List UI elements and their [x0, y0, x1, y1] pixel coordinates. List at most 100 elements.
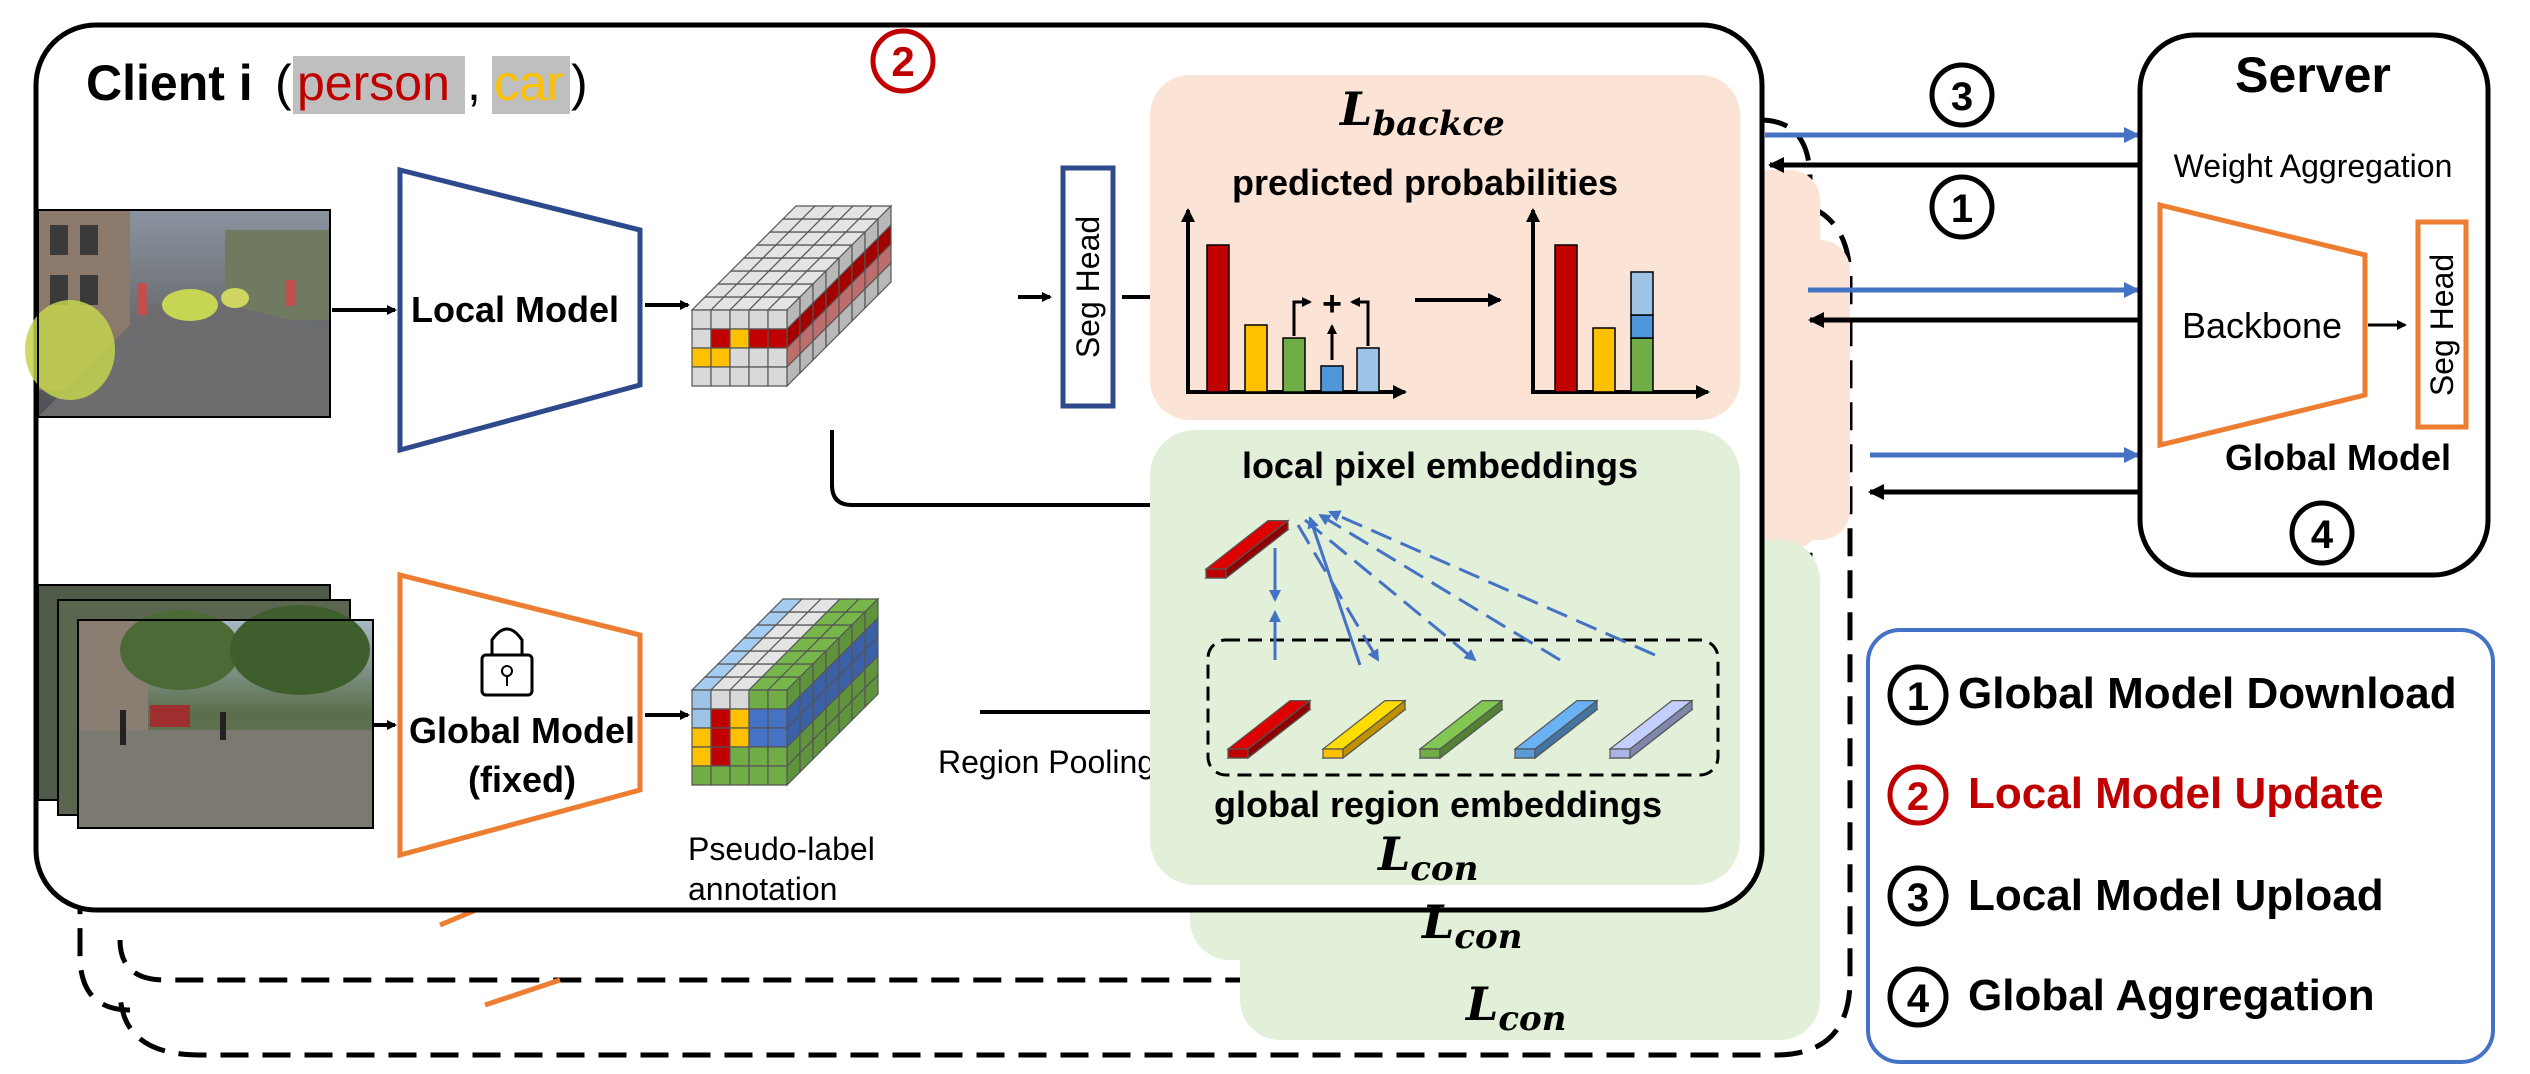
region-embedding-red — [1227, 748, 1249, 759]
cube-front-cell — [729, 708, 750, 729]
cube-front-cell — [748, 309, 769, 330]
cube-side-cell — [877, 261, 892, 297]
cube-front-cell — [691, 708, 712, 729]
region-embedding-red — [1247, 699, 1311, 760]
legend-text-3: Local Model Upload — [1968, 871, 2384, 920]
stack-loss-2: Lcon — [1464, 977, 1566, 1039]
legend-text-4: Global Aggregation — [1968, 971, 2375, 1020]
server-global-model-label: Global Model — [2225, 437, 2451, 478]
cube-front-cell — [748, 765, 769, 786]
cube-front-cell — [691, 347, 712, 368]
cube-front-cell — [767, 309, 788, 330]
server-backbone-label: Backbone — [2182, 305, 2342, 346]
embedding-arrows — [1269, 510, 1656, 666]
server-backbone-trapezoid — [2157, 201, 2368, 449]
contrast-loss: Lcon — [1376, 827, 1478, 889]
legend-text-2: Local Model Update — [1968, 769, 2384, 818]
region-embedding-green — [1419, 748, 1441, 759]
legend-item-2: 2 Local Model Update — [1887, 764, 2384, 826]
region-embedding-purple — [1629, 699, 1693, 760]
cube-front-cell — [729, 328, 750, 349]
step-4-badge — [2289, 500, 2355, 566]
bar-yellow — [1244, 324, 1268, 393]
cube-front-cell — [729, 727, 750, 748]
cube-front-cell — [710, 689, 731, 710]
svg-text:4: 4 — [1907, 977, 1930, 1021]
lock-icon — [480, 627, 534, 697]
cube-front-cell — [729, 689, 750, 710]
region-embedding-green — [1439, 699, 1503, 760]
cube-front-cell — [710, 727, 731, 748]
server-title: Server — [2235, 47, 2391, 103]
cube-front-cell — [691, 366, 712, 387]
local-pixel-label: local pixel embeddings — [1242, 445, 1638, 486]
pseudo-label-line2: annotation — [688, 871, 837, 907]
cube-front-cell — [729, 746, 750, 767]
cube-front-cell — [767, 708, 788, 729]
cube-front-cell — [710, 765, 731, 786]
step-3-badge-num: 3 — [1951, 75, 1973, 119]
stack-loss-1: Lcon — [1420, 895, 1522, 957]
seg-head-label: Seg Head — [1070, 216, 1106, 358]
client-comma: , — [467, 55, 481, 111]
global-region-label: global region embeddings — [1214, 784, 1662, 825]
svg-text:3: 3 — [1907, 876, 1929, 920]
bar-blue — [1320, 365, 1344, 393]
server-seg-head-box — [2415, 219, 2469, 430]
local-pixel-embedding — [1205, 568, 1227, 579]
cube-front-cell — [710, 366, 731, 387]
cube-front-cell — [748, 708, 769, 729]
cube-front-cell — [748, 328, 769, 349]
cube-front-cell — [710, 746, 731, 767]
bar-red — [1206, 244, 1230, 393]
svg-text:1: 1 — [1907, 675, 1929, 719]
cube-front-cell — [710, 347, 731, 368]
step-1-badge — [1929, 174, 1995, 240]
contrast-panel — [1150, 430, 1740, 885]
bar-lightblue — [1356, 347, 1380, 393]
cube-front-cell — [691, 746, 712, 767]
region-embedding-yellow — [1342, 699, 1406, 760]
cube-front-cell — [767, 366, 788, 387]
cube-front-cell — [748, 347, 769, 368]
legend-item-4: 4 Global Aggregation — [1887, 966, 2375, 1028]
backce-loss: Lbackce — [1338, 82, 1505, 144]
legend-text-1: Global Model Download — [1958, 669, 2457, 718]
region-pooling-label: Region Pooling — [938, 744, 1155, 780]
cube-front-cell — [767, 765, 788, 786]
region-embedding-purple — [1609, 748, 1631, 759]
comm-arrows — [1765, 127, 2140, 500]
step-1-badge-num: 1 — [1951, 187, 1973, 231]
pseudo-label-cube — [690, 597, 880, 787]
global-model-fixed-label-2: (fixed) — [468, 759, 576, 800]
region-embedding-blue — [1534, 699, 1598, 760]
cube-front-cell — [767, 328, 788, 349]
svg-text:2: 2 — [1907, 775, 1929, 819]
server-subtitle: Weight Aggregation — [2174, 148, 2453, 184]
street-image-top — [25, 209, 331, 418]
pseudo-label-line1: Pseudo-label — [688, 831, 875, 867]
seg-head-box — [1060, 165, 1116, 409]
prob-chart-before: + — [1181, 208, 1407, 399]
cube-front-cell — [691, 765, 712, 786]
cube-front-cell — [691, 309, 712, 330]
cube-front-cell — [729, 347, 750, 368]
cube-front-cell — [710, 309, 731, 330]
cube-front-cell — [691, 689, 712, 710]
local-pixel-embedding — [1225, 519, 1289, 580]
prob-chart-after — [1526, 208, 1710, 399]
cube-front-cell — [767, 347, 788, 368]
legend-item-3: 3 Local Model Upload — [1887, 865, 2384, 927]
street-image-stack — [37, 584, 374, 829]
region-embedding-yellow — [1322, 748, 1344, 759]
step-4-badge-num: 4 — [2311, 513, 2334, 557]
cube-front-cell — [748, 727, 769, 748]
embedding-bars — [1204, 519, 1694, 760]
region-embedding-blue — [1514, 748, 1536, 759]
bar-green — [1282, 337, 1306, 393]
class-person: person — [297, 55, 450, 111]
cube-front-cell — [729, 309, 750, 330]
cube-front-cell — [748, 746, 769, 767]
local-model-trapezoid — [397, 166, 643, 454]
